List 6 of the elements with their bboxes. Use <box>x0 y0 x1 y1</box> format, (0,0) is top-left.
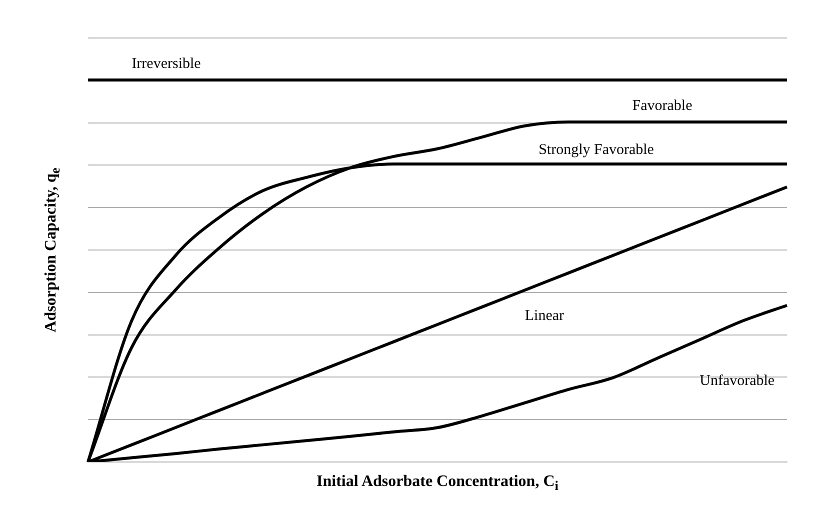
series-label: Favorable <box>632 98 693 114</box>
x-axis-title: Initial Adsorbate Concentration, C$_{i}$ <box>316 472 560 494</box>
series-label: Linear <box>524 308 564 324</box>
text: Unfavorable <box>700 372 775 389</box>
series-label: Irreversible <box>132 56 202 72</box>
series-label: Strongly Favorable <box>538 142 654 158</box>
